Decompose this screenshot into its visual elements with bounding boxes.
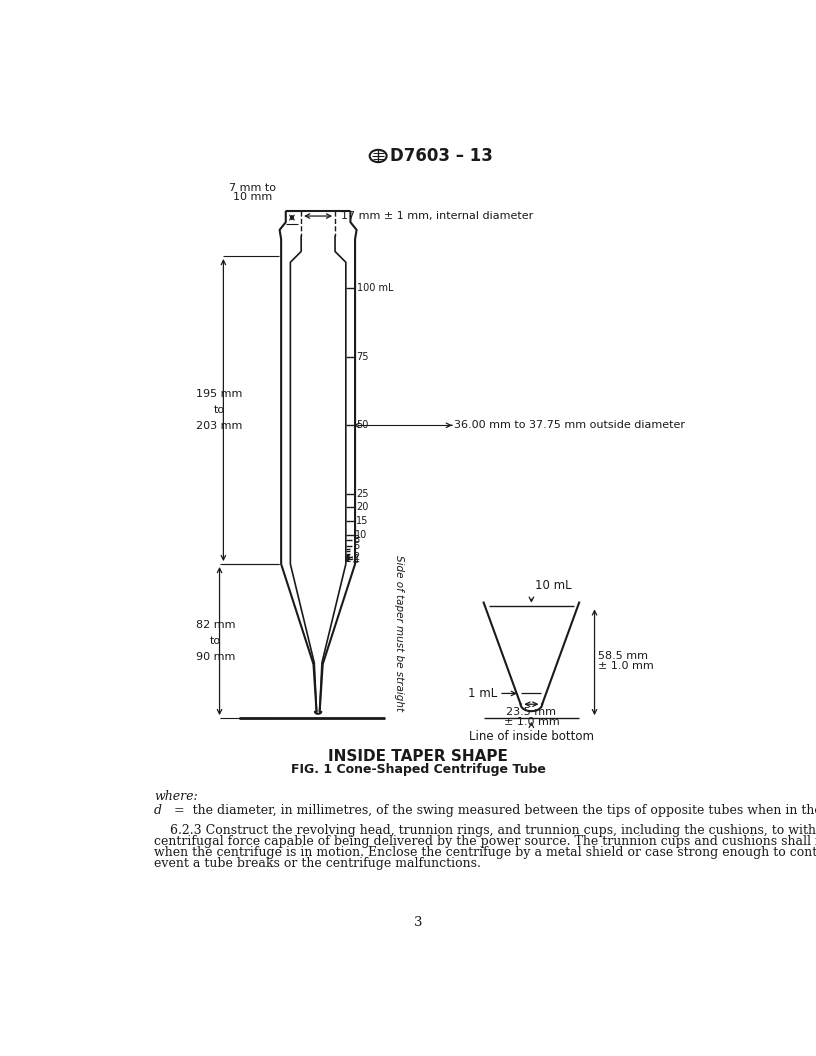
Text: event a tube breaks or the centrifuge malfunctions.: event a tube breaks or the centrifuge ma… [154, 856, 481, 870]
Text: 3: 3 [414, 916, 423, 929]
Text: centrifugal force capable of being delivered by the power source. The trunnion c: centrifugal force capable of being deliv… [154, 835, 816, 848]
Text: 90 mm: 90 mm [196, 652, 235, 662]
Text: 75: 75 [357, 352, 369, 362]
Text: when the centrifuge is in motion. Enclose the centrifuge by a metal shield or ca: when the centrifuge is in motion. Enclos… [154, 846, 816, 859]
Text: d: d [154, 805, 162, 817]
Text: 195 mm: 195 mm [197, 390, 242, 399]
Text: Side of taper must be straight: Side of taper must be straight [394, 555, 404, 712]
Text: INSIDE TAPER SHAPE: INSIDE TAPER SHAPE [328, 749, 508, 763]
Text: 1: 1 [353, 554, 360, 565]
Text: 23.5 mm: 23.5 mm [507, 708, 557, 717]
Text: FIG. 1 Cone-Shaped Centrifuge Tube: FIG. 1 Cone-Shaped Centrifuge Tube [290, 762, 546, 776]
Text: 100 mL: 100 mL [357, 283, 393, 294]
Text: 36.00 mm to 37.75 mm outside diameter: 36.00 mm to 37.75 mm outside diameter [455, 420, 685, 430]
Text: where:: where: [154, 791, 197, 804]
Text: 17 mm ± 1 mm, internal diameter: 17 mm ± 1 mm, internal diameter [341, 211, 534, 221]
Text: 10 mL: 10 mL [535, 579, 572, 591]
Text: 50: 50 [357, 420, 369, 430]
Text: 20: 20 [356, 503, 368, 512]
Text: 10 mm: 10 mm [233, 192, 273, 202]
Text: ± 1.0 mm: ± 1.0 mm [597, 661, 654, 671]
Text: 82 mm: 82 mm [196, 620, 236, 630]
Text: 6.2.3 Construct the revolving head, trunnion rings, and trunnion cups, including: 6.2.3 Construct the revolving head, trun… [154, 825, 816, 837]
Text: 7 mm to: 7 mm to [229, 183, 276, 193]
Text: 2: 2 [353, 551, 360, 562]
Text: =  the diameter, in millimetres, of the swing measured between the tips of oppos: = the diameter, in millimetres, of the s… [166, 805, 816, 817]
Text: D7603 – 13: D7603 – 13 [391, 147, 494, 165]
Text: to: to [214, 406, 225, 415]
Text: 25: 25 [356, 489, 368, 498]
Text: ± 1.0 mm: ± 1.0 mm [503, 717, 559, 727]
Text: to: to [211, 636, 221, 646]
Text: Line of inside bottom: Line of inside bottom [469, 730, 594, 742]
Text: 6: 6 [353, 541, 360, 551]
Text: 58.5 mm: 58.5 mm [597, 650, 648, 661]
Text: 203 mm: 203 mm [197, 421, 242, 431]
Text: 8: 8 [353, 535, 360, 545]
Text: 1 mL: 1 mL [468, 687, 498, 700]
Text: 10: 10 [355, 530, 367, 540]
Text: 15: 15 [356, 516, 368, 526]
Text: ½: ½ [350, 557, 358, 565]
